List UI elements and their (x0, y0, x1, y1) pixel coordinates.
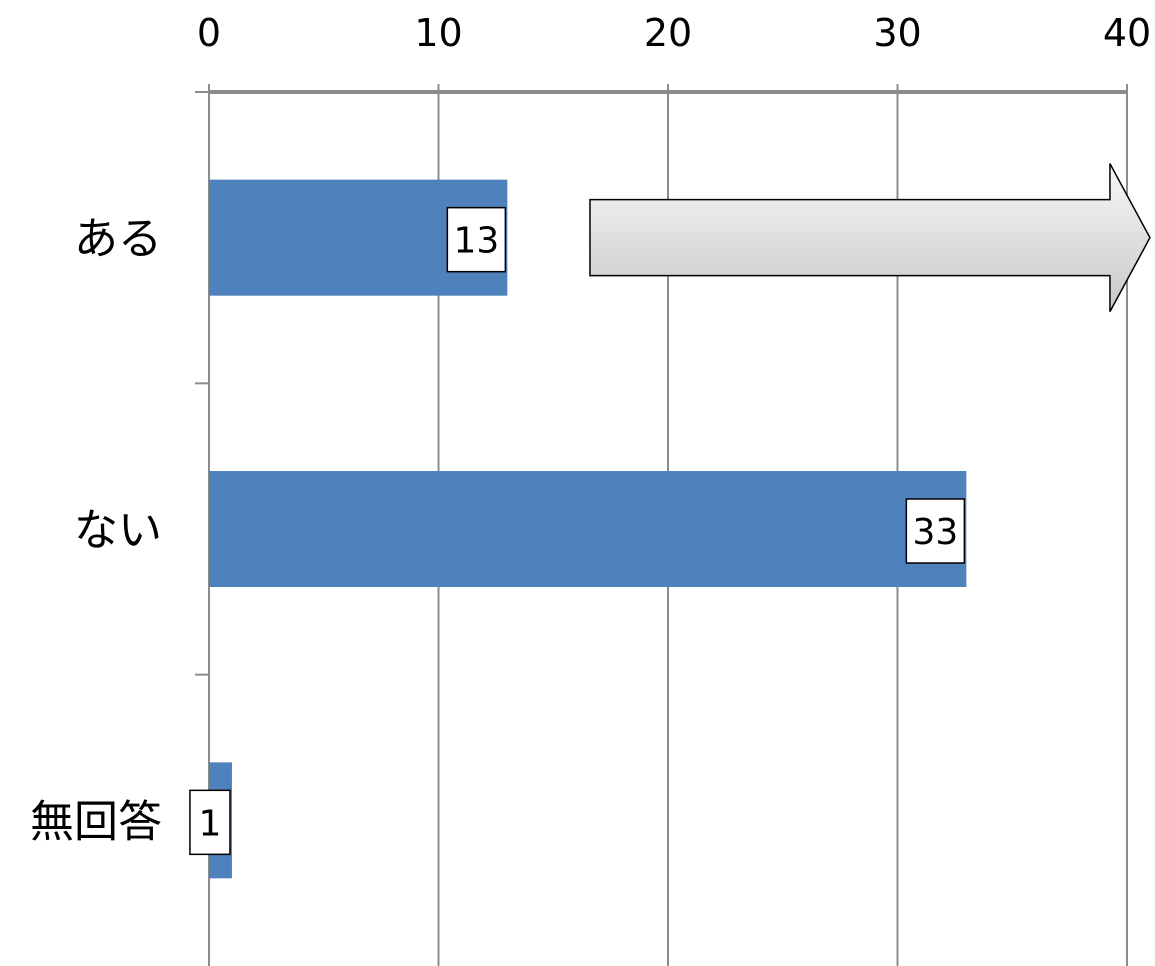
category-label-0: ある (74, 214, 162, 265)
data-label-2: 1 (198, 803, 221, 844)
category-label-1: ない (74, 505, 162, 556)
axes (195, 84, 1128, 676)
x-tick-label-30: 30 (873, 11, 921, 55)
x-tick-label-0: 0 (197, 11, 221, 55)
annotation-arrow (589, 163, 1151, 313)
data-label-box-0 (446, 206, 507, 273)
x-tick-label-10: 10 (414, 11, 462, 55)
data-label-box-1 (905, 498, 966, 564)
arrow-right-shape (589, 163, 1151, 313)
category-label-2: 無回答 (30, 796, 162, 847)
data-label-box-2 (189, 789, 231, 856)
x-tick-label-40: 40 (1103, 11, 1151, 55)
data-label-0: 13 (453, 221, 499, 262)
bars (209, 179, 967, 879)
data-label-1: 33 (912, 512, 958, 553)
labels: 0 10 20 30 40 13 ある 33 ない 1 無回答 (30, 11, 1151, 856)
bar-1 (209, 471, 967, 587)
x-tick-label-20: 20 (644, 11, 692, 55)
